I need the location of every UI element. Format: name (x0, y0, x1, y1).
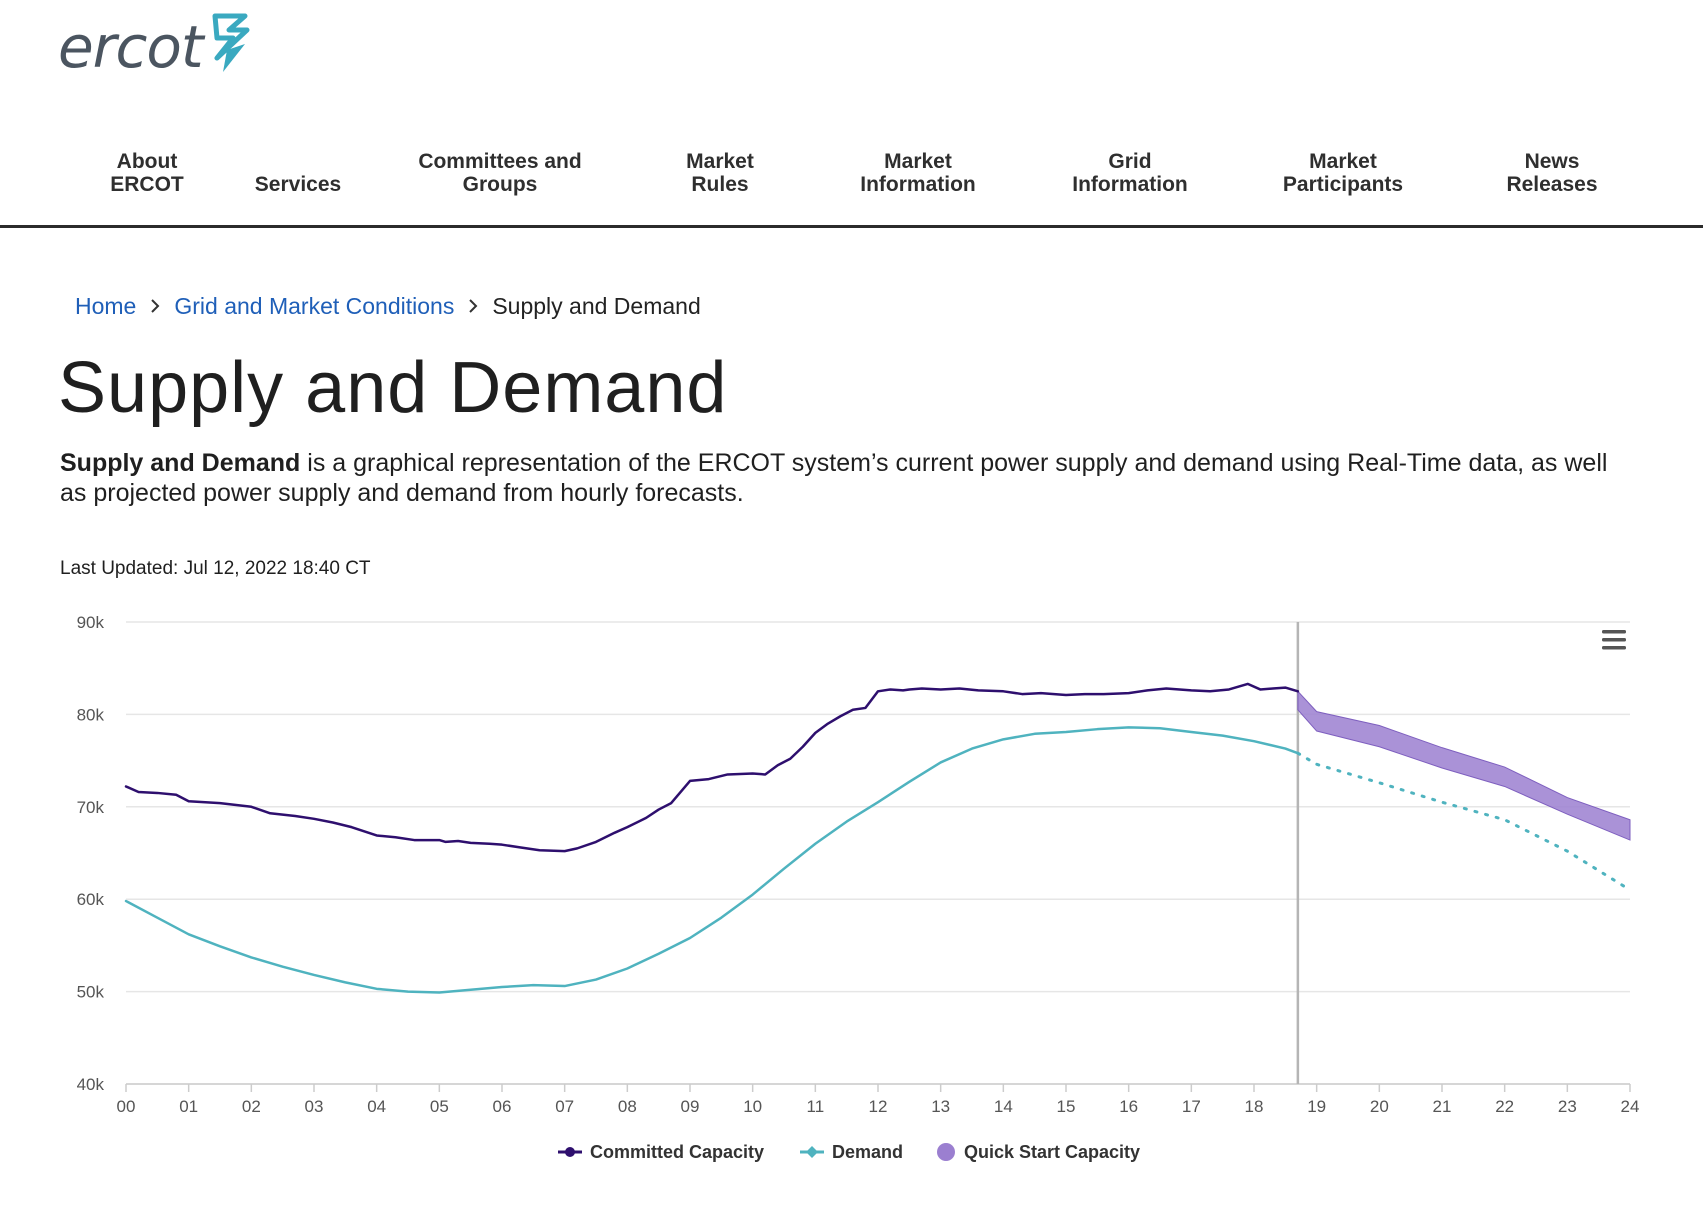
x-tick-label: 02 (242, 1097, 261, 1116)
breadcrumb: Home Grid and Market Conditions Supply a… (75, 293, 701, 320)
x-tick-label: 00 (117, 1097, 136, 1116)
y-tick-label: 40k (77, 1075, 105, 1094)
last-updated: Last Updated: Jul 12, 2022 18:40 CT (60, 558, 371, 579)
intro-paragraph: Supply and Demand is a graphical represe… (60, 448, 1620, 508)
committed-capacity-line (124, 682, 1300, 853)
x-tick-label: 22 (1495, 1097, 1514, 1116)
y-tick-label: 60k (77, 890, 105, 909)
legend-symbol-marker (806, 1146, 818, 1158)
demand-line (124, 726, 1300, 994)
nav-item-market-information[interactable]: Market Information (860, 150, 976, 196)
legend-symbol-marker (565, 1147, 575, 1157)
x-tick-label: 21 (1433, 1097, 1452, 1116)
y-tick-label: 90k (77, 613, 105, 632)
nav-item-services[interactable]: Services (254, 173, 342, 196)
intro-text: is a graphical representation of the ERC… (60, 449, 1608, 507)
x-tick-label: 18 (1245, 1097, 1264, 1116)
chart-svg: 40k 50k 60k 70k 80k 90k 00 01 02 03 04 05 06 07 08 09 10… (77, 613, 1640, 1162)
x-tick-label: 04 (367, 1097, 386, 1116)
logo-text: ercot (58, 13, 204, 81)
x-tick-label: 24 (1621, 1097, 1640, 1116)
hamburger-bar (1602, 638, 1626, 642)
legend-label: Demand (832, 1142, 903, 1162)
x-tick-label: 03 (305, 1097, 324, 1116)
hamburger-bar (1602, 630, 1626, 634)
x-tick-label: 14 (994, 1097, 1013, 1116)
x-tick-label: 06 (493, 1097, 512, 1116)
y-tick-label: 50k (77, 983, 105, 1002)
x-tick-label: 16 (1119, 1097, 1138, 1116)
x-tick-label: 13 (931, 1097, 950, 1116)
nav-item-market-participants[interactable]: Market Participants (1282, 150, 1404, 196)
page-title: Supply and Demand (58, 348, 728, 428)
legend-symbol-dot (937, 1143, 955, 1161)
x-tick-label: 19 (1307, 1097, 1326, 1116)
nav-item-grid-information[interactable]: Grid Information (1072, 150, 1188, 196)
x-tick-label: 05 (430, 1097, 449, 1116)
nav-item-committees[interactable]: Committees and Groups (418, 150, 582, 196)
x-tick-label: 17 (1182, 1097, 1201, 1116)
supply-demand-chart: 40k 50k 60k 70k 80k 90k 00 01 02 03 04 05 06 07 08 09 10… (0, 600, 1703, 1170)
hamburger-menu-icon[interactable] (1602, 630, 1626, 650)
y-tick-label: 80k (77, 705, 105, 724)
legend-label: Committed Capacity (590, 1142, 764, 1162)
chevron-right-icon (468, 293, 478, 320)
legend-demand[interactable]: Demand (800, 1142, 903, 1162)
nav-item-about-ercot[interactable]: About ERCOT (110, 150, 184, 196)
breadcrumb-section-link[interactable]: Grid and Market Conditions (174, 293, 455, 319)
x-tick-label: 20 (1370, 1097, 1389, 1116)
x-tick-label: 15 (1057, 1097, 1076, 1116)
breadcrumb-current: Supply and Demand (492, 293, 701, 319)
x-tick-label: 10 (743, 1097, 762, 1116)
hamburger-bar (1602, 646, 1626, 650)
quick-start-capacity-area (1297, 690, 1631, 841)
x-tick-label: 07 (555, 1097, 574, 1116)
x-tick-label: 23 (1558, 1097, 1577, 1116)
intro-bold: Supply and Demand (60, 449, 301, 477)
nav-item-news-releases[interactable]: News Releases (1506, 150, 1598, 196)
nav-item-market-rules[interactable]: Market Rules (686, 150, 754, 196)
x-tick-label: 01 (179, 1097, 198, 1116)
legend-label: Quick Start Capacity (964, 1142, 1140, 1162)
demand-forecast-line (1296, 751, 1632, 892)
chevron-right-icon (150, 293, 160, 320)
legend-committed-capacity[interactable]: Committed Capacity (558, 1142, 764, 1162)
breadcrumb-home-link[interactable]: Home (75, 293, 137, 319)
main-nav: About ERCOT Services Committees and Grou… (0, 128, 1703, 228)
x-tick-label: 08 (618, 1097, 637, 1116)
x-tick-label: 11 (807, 1097, 825, 1116)
ercot-lightning-logo-icon (212, 13, 250, 72)
x-tick-label: 12 (869, 1097, 888, 1116)
y-tick-label: 70k (77, 798, 105, 817)
legend-quick-start-capacity[interactable]: Quick Start Capacity (937, 1142, 1140, 1162)
ercot-logo[interactable]: ercot (58, 13, 255, 81)
x-tick-label: 09 (681, 1097, 700, 1116)
